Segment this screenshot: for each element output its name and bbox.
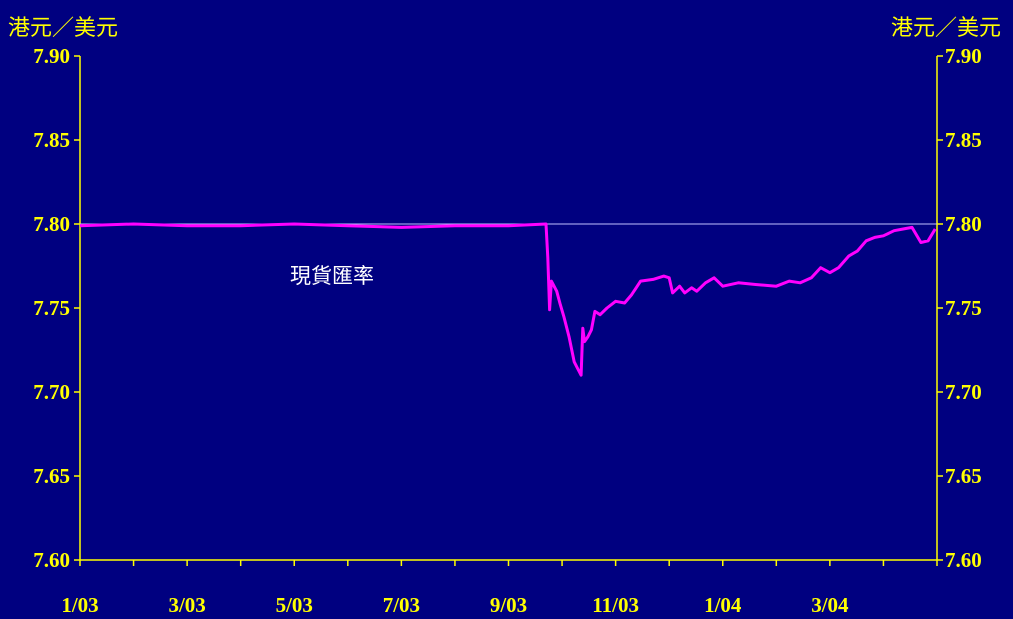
- y-tick-label-left: 7.70: [33, 380, 70, 404]
- x-tick-label: 5/03: [276, 593, 313, 617]
- y-tick-label-right: 7.90: [945, 44, 982, 68]
- y-tick-label-left: 7.60: [33, 548, 70, 572]
- series-group: [79, 222, 937, 377]
- y-axis-unit-left: 港元／美元: [8, 16, 119, 41]
- x-tick-label: 1/03: [61, 593, 98, 617]
- y-tick-label-right: 7.70: [945, 380, 982, 404]
- x-tick-label: 1/04: [704, 593, 742, 617]
- x-tick-label: 11/03: [592, 593, 639, 617]
- x-tick-label: 7/03: [383, 593, 420, 617]
- y-axis-unit-right: 港元／美元: [890, 16, 1001, 41]
- y-tick-label-right: 7.60: [945, 548, 982, 572]
- y-tick-label-left: 7.90: [33, 44, 70, 68]
- y-tick-label-right: 7.80: [945, 212, 982, 236]
- y-tick-label-left: 7.65: [33, 464, 70, 488]
- y-tick-label-right: 7.65: [945, 464, 982, 488]
- y-tick-label-right: 7.75: [945, 296, 982, 320]
- chart-axes: 7.60 7.60 7.65 7.65 7.70 7.70 7.75 7.75 7.80 7.80…: [33, 44, 982, 617]
- x-tick-label: 3/03: [168, 593, 205, 617]
- y-tick-label-left: 7.80: [33, 212, 70, 236]
- y-tick-label-right: 7.85: [945, 128, 982, 152]
- series-line-spot-rate: [79, 222, 937, 377]
- x-tick-label: 9/03: [490, 593, 527, 617]
- y-tick-label-left: 7.85: [33, 128, 70, 152]
- y-tick-label-left: 7.75: [33, 296, 70, 320]
- series-label: 現貨匯率: [290, 264, 374, 288]
- x-tick-label: 3/04: [811, 593, 849, 617]
